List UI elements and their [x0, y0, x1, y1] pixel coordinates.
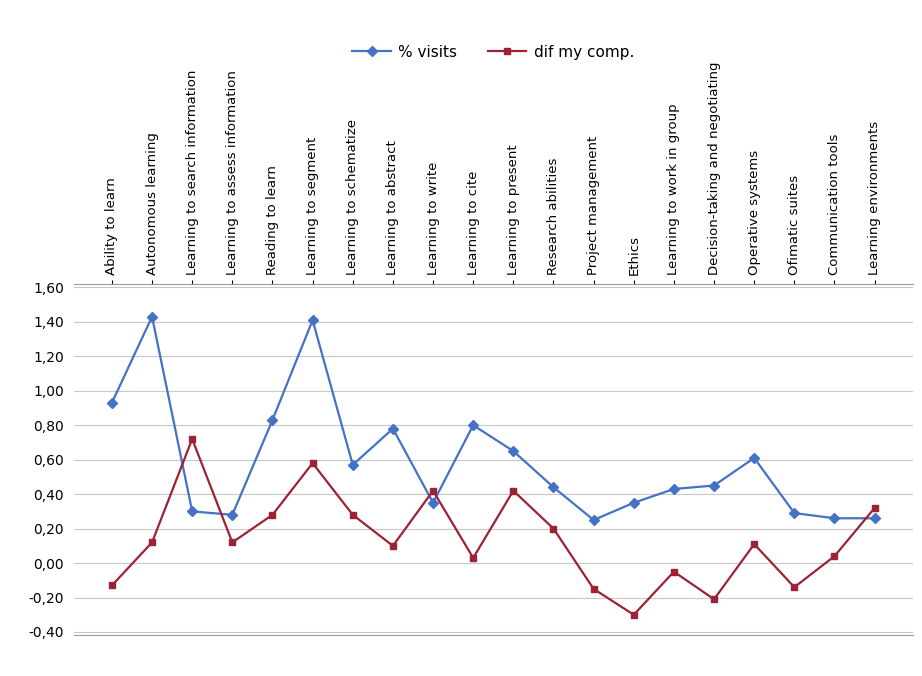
dif my comp. [508, 487, 519, 495]
% visits [387, 425, 398, 433]
dif my comp. [387, 541, 398, 550]
% visits [428, 499, 439, 507]
% visits [348, 461, 359, 469]
dif my comp. [668, 568, 680, 576]
dif my comp. [227, 538, 238, 546]
% visits [749, 454, 760, 462]
dif my comp. [428, 487, 439, 495]
% visits [628, 499, 639, 507]
dif my comp. [307, 459, 318, 467]
% visits [829, 514, 840, 523]
% visits [869, 514, 881, 523]
dif my comp. [147, 538, 158, 546]
% visits [307, 316, 318, 324]
dif my comp. [789, 583, 800, 592]
% visits [668, 485, 680, 493]
% visits [708, 481, 719, 489]
Line: dif my comp.: dif my comp. [109, 435, 878, 619]
dif my comp. [267, 511, 278, 519]
Legend: % visits, dif my comp.: % visits, dif my comp. [347, 39, 640, 66]
% visits [588, 516, 599, 524]
% visits [789, 509, 800, 517]
dif my comp. [708, 595, 719, 603]
dif my comp. [348, 511, 359, 519]
% visits [227, 511, 238, 519]
dif my comp. [106, 581, 117, 589]
dif my comp. [548, 525, 559, 533]
dif my comp. [749, 540, 760, 548]
Line: % visits: % visits [109, 313, 878, 523]
% visits [147, 312, 158, 320]
% visits [186, 507, 197, 515]
dif my comp. [628, 610, 639, 619]
% visits [548, 483, 559, 491]
dif my comp. [829, 552, 840, 560]
dif my comp. [186, 435, 197, 443]
% visits [508, 447, 519, 455]
% visits [467, 421, 479, 429]
% visits [267, 416, 278, 424]
dif my comp. [467, 554, 479, 562]
dif my comp. [869, 504, 881, 512]
dif my comp. [588, 585, 599, 593]
% visits [106, 399, 117, 407]
